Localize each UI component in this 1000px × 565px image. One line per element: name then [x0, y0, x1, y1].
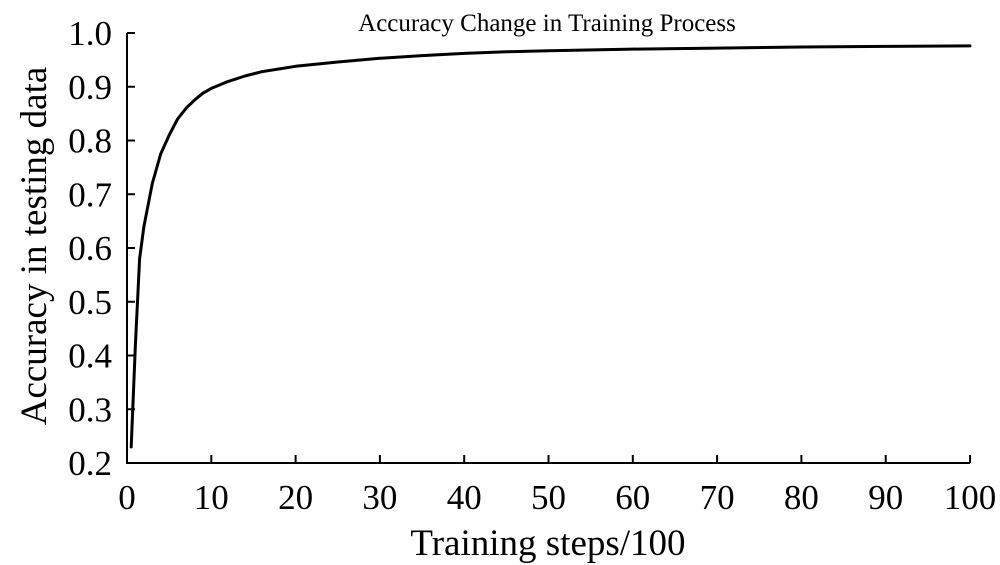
y-tick-label: 0.6 [68, 229, 112, 268]
x-tick-label: 60 [615, 478, 650, 517]
y-tick-label: 0.4 [68, 337, 112, 376]
x-tick-label: 70 [700, 478, 735, 517]
x-tick-label: 40 [447, 478, 482, 517]
x-tick-label: 20 [278, 478, 313, 517]
x-tick-label: 90 [868, 478, 903, 517]
x-tick-label: 30 [362, 478, 397, 517]
x-tick-label: 100 [944, 478, 997, 517]
plot-area [129, 44, 972, 449]
x-tick-label: 0 [118, 478, 136, 517]
y-tick-label: 0.5 [68, 283, 112, 322]
y-tick-label: 0.7 [68, 175, 112, 214]
y-tick-label: 0.3 [68, 390, 112, 429]
y-tick-label: 1.0 [68, 14, 112, 53]
y-axis-label: Accuracy in testing data [14, 67, 55, 426]
y-tick-label: 0.9 [68, 68, 112, 107]
y-tick-label: 0.8 [68, 122, 112, 161]
axes [126, 33, 970, 464]
x-tick-label: 10 [194, 478, 229, 517]
x-tick-label: 80 [784, 478, 819, 517]
y-tick-label: 0.2 [68, 444, 112, 483]
x-tick-label: 50 [531, 478, 566, 517]
ticks: 0 10 20 30 40 50 60 70 80 90 100 0.2 0.3 0.4 0.5 0.6 0.7… [68, 14, 996, 517]
chart-title: Accuracy Change in Training Process [358, 10, 736, 37]
x-axis-label: Training steps/100 [410, 523, 685, 564]
series-line [129, 44, 972, 449]
